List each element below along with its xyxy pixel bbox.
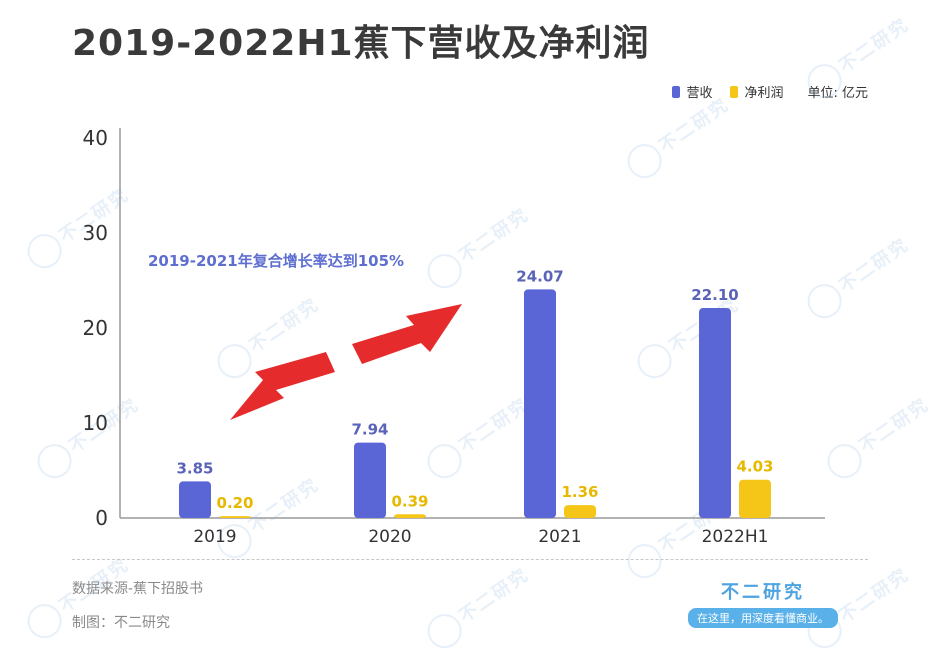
legend-swatch-profit xyxy=(730,85,739,98)
bar-profit xyxy=(739,479,771,518)
value-label-revenue: 7.94 xyxy=(351,421,388,439)
value-labels: 3.850.20 7.94 0.39 24.07 1.36 22.10 4.03 xyxy=(176,267,773,512)
y-tick-label: 40 xyxy=(83,126,108,150)
value-label-profit: 1.36 xyxy=(561,483,598,501)
chart-maker: 制图：不二研究 xyxy=(72,615,170,631)
x-axis: 2019 2020 2021 2022H1 xyxy=(193,527,768,547)
bar-profit xyxy=(219,516,251,518)
legend-item-profit: 净利润 xyxy=(730,82,783,101)
x-tick-label: 2021 xyxy=(538,527,581,547)
growth-annotation: 2019-2021年复合增长率达到105% xyxy=(148,252,404,270)
arrow-up-right-shape xyxy=(352,304,462,364)
value-label-profit: 0.20 xyxy=(216,494,253,512)
y-tick-label: 20 xyxy=(83,316,108,340)
brand-logo: 不二研究 在这里，用深度看懂商业。 xyxy=(688,578,838,628)
value-label-revenue: 22.10 xyxy=(691,286,738,304)
data-source: 数据来源-蕉下招股书 xyxy=(72,581,204,597)
y-tick-label: 30 xyxy=(83,221,108,245)
value-label-revenue: 24.07 xyxy=(516,267,563,285)
bar-revenue xyxy=(699,308,731,518)
bar-profit xyxy=(564,505,596,518)
legend-item-revenue: 营收 xyxy=(672,82,712,101)
x-tick-label: 2022H1 xyxy=(702,527,769,547)
y-tick-label: 10 xyxy=(83,411,108,435)
value-label-profit: 4.03 xyxy=(736,458,773,476)
legend-label-profit: 净利润 xyxy=(744,86,784,101)
brand-slogan: 在这里，用深度看懂商业。 xyxy=(688,608,838,628)
chart-title: 2019-2022H1蕉下营收及净利润 xyxy=(72,23,650,64)
footer-divider xyxy=(72,559,868,560)
legend-label-revenue: 营收 xyxy=(686,86,713,101)
arrow-down-left-shape xyxy=(230,352,335,420)
bar-revenue xyxy=(179,481,211,518)
x-tick-label: 2019 xyxy=(193,527,236,547)
legend-swatch-revenue xyxy=(672,85,681,98)
bar-revenue xyxy=(524,289,556,518)
bar-revenue xyxy=(354,442,386,518)
legend: 营收 净利润 单位: 亿元 xyxy=(672,82,868,101)
value-label-profit: 0.39 xyxy=(391,492,428,510)
unit-label: 单位: 亿元 xyxy=(807,86,868,101)
brand-name: 不二研究 xyxy=(721,582,805,603)
bar-profit xyxy=(394,514,426,518)
growth-arrow-icon xyxy=(230,304,462,420)
value-label-revenue: 3.85 xyxy=(176,459,213,477)
bars xyxy=(179,289,771,518)
y-tick-label: 0 xyxy=(95,506,108,530)
x-tick-label: 2020 xyxy=(368,527,411,547)
